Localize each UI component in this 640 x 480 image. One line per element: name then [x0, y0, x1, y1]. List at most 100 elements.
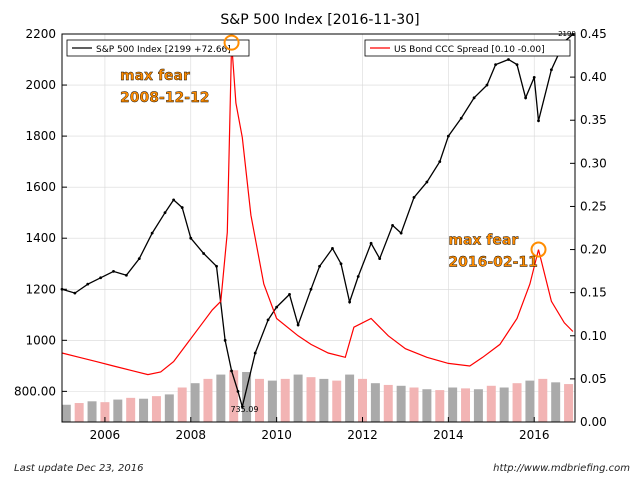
left-tick-label: 1400 [25, 231, 56, 245]
volume-bar [87, 401, 97, 422]
sp500-point [230, 369, 233, 373]
volume-bar [358, 378, 367, 422]
sp500-point [532, 75, 536, 79]
sp500-point [275, 305, 279, 309]
x-tick-label: 2008 [176, 428, 207, 442]
spread-line [61, 42, 574, 376]
volume-bar [229, 370, 239, 422]
volume-bar [74, 403, 84, 422]
volume-bar [370, 383, 380, 422]
volume-bar [525, 380, 535, 422]
volume-bar [267, 380, 277, 422]
high-value-label: 2199 [558, 30, 576, 38]
sp500-point [253, 351, 257, 355]
plot-background [62, 34, 575, 422]
sp500-point [288, 292, 291, 296]
volume-bar [564, 384, 574, 422]
legend-left-box [66, 39, 250, 57]
volume-bar [216, 374, 226, 422]
sp500-point [412, 195, 416, 199]
max-fear-marker [530, 241, 547, 258]
volume-bar [61, 404, 71, 422]
sp500-point [369, 241, 373, 245]
right-tick-label: 0.15 [580, 286, 607, 300]
right-tick-label: 0.35 [580, 113, 607, 127]
sp500-point [240, 405, 244, 409]
sp500-point [438, 160, 442, 164]
sp500-point [537, 119, 540, 123]
right-tick-label: 0.10 [580, 329, 607, 343]
sp500-point [391, 224, 394, 227]
volume-bar [203, 378, 213, 422]
volume-bar [435, 390, 445, 422]
volume-bar [448, 387, 458, 422]
sp500-point [472, 96, 476, 100]
last-update-label: Last update Dec 23, 2016 [14, 463, 144, 474]
sp500-point [266, 318, 270, 322]
sp500-point [202, 252, 206, 255]
right-tick-label: 0.20 [580, 243, 607, 257]
sp500-point [163, 211, 167, 215]
annotation-line1: max fear [448, 232, 518, 248]
volume-bar [126, 397, 136, 422]
volume-bar [538, 378, 548, 422]
right-tick-label: 0.30 [580, 156, 607, 170]
volume-bar [100, 402, 110, 422]
x-tick-label: 2006 [90, 428, 121, 442]
volume-bar [409, 387, 419, 422]
volume-bar [139, 398, 149, 422]
annotation-line2: 2016-02-11 [448, 254, 538, 270]
volume-bar [242, 371, 252, 422]
sp500-point [236, 389, 240, 393]
sp500-point [348, 300, 352, 304]
left-tick-label: 1200 [25, 282, 56, 296]
sp500-point [73, 291, 77, 295]
left-tick-label: 2000 [25, 78, 56, 92]
sp500-point [515, 63, 519, 67]
sp500-point [507, 58, 510, 61]
sp500-point [378, 257, 382, 261]
volume-bar [396, 385, 406, 422]
volume-bar [113, 399, 123, 422]
sp500-point [223, 338, 227, 342]
left-tick-label: 1800 [25, 129, 56, 143]
legend-left-label: S&P 500 Index [2199 +72.66] [96, 45, 231, 55]
sp500-point [150, 231, 154, 235]
volume-bar [151, 396, 161, 422]
x-tick-label: 2012 [347, 428, 378, 442]
source-link[interactable]: http://www.mdbriefing.com [493, 463, 630, 474]
sp500-point [485, 83, 489, 87]
left-tick-label: 1000 [25, 333, 56, 347]
right-tick-label: 0.00 [580, 415, 607, 429]
x-tick-label: 2016 [519, 428, 550, 442]
sp500-point [137, 257, 141, 261]
volume-bar [383, 384, 393, 422]
sp500-point [494, 63, 497, 67]
sp500-point [86, 282, 90, 286]
right-tick-label: 0.40 [580, 70, 607, 84]
annotation-line1: max fear [120, 68, 190, 84]
volume-bar [254, 378, 264, 422]
volume-bar [280, 378, 290, 422]
left-tick-label: 800.00 [14, 384, 56, 398]
volume-bar [461, 388, 471, 422]
left-tick-label: 1600 [25, 180, 56, 194]
sp500-point [356, 275, 360, 278]
volume-bar [177, 387, 187, 422]
volume-bar [551, 382, 561, 422]
chart-title: S&P 500 Index [2016-11-30] [220, 12, 420, 28]
x-tick-label: 2014 [433, 428, 464, 442]
volume-bar [332, 380, 342, 422]
sp500-point [215, 264, 218, 268]
sp500-point [446, 134, 450, 138]
sp500-point [425, 180, 429, 184]
volume-bar [164, 394, 174, 422]
volume-bar [345, 374, 355, 422]
right-tick-label: 0.45 [580, 27, 607, 41]
x-tick-label: 2010 [261, 428, 292, 442]
sp500-point [180, 206, 184, 209]
sp500-point [459, 116, 463, 120]
volume-bar [190, 383, 200, 422]
low-value-label: 735.09 [230, 405, 258, 414]
